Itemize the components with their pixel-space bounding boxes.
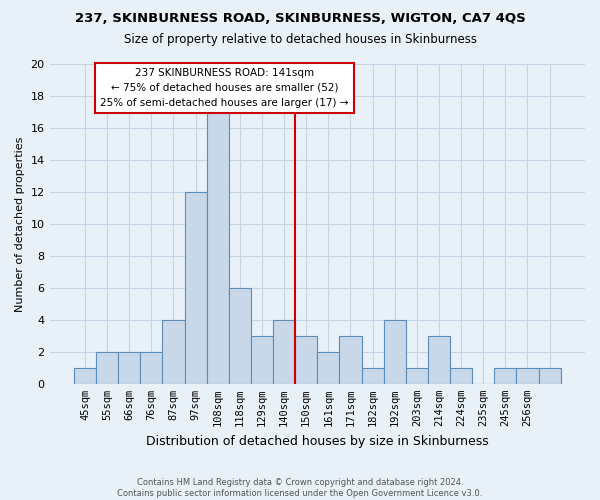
Bar — [140, 352, 163, 384]
Bar — [295, 336, 317, 384]
Bar — [273, 320, 295, 384]
Text: 237 SKINBURNESS ROAD: 141sqm
← 75% of detached houses are smaller (52)
25% of se: 237 SKINBURNESS ROAD: 141sqm ← 75% of de… — [100, 68, 349, 108]
Bar — [118, 352, 140, 384]
Bar — [428, 336, 450, 384]
Bar — [185, 192, 206, 384]
X-axis label: Distribution of detached houses by size in Skinburness: Distribution of detached houses by size … — [146, 434, 488, 448]
Text: Contains HM Land Registry data © Crown copyright and database right 2024.
Contai: Contains HM Land Registry data © Crown c… — [118, 478, 482, 498]
Y-axis label: Number of detached properties: Number of detached properties — [15, 136, 25, 312]
Text: Size of property relative to detached houses in Skinburness: Size of property relative to detached ho… — [124, 32, 476, 46]
Bar — [229, 288, 251, 384]
Bar — [163, 320, 185, 384]
Bar — [74, 368, 96, 384]
Bar — [362, 368, 383, 384]
Bar — [539, 368, 560, 384]
Bar — [251, 336, 273, 384]
Bar — [406, 368, 428, 384]
Bar — [450, 368, 472, 384]
Bar — [383, 320, 406, 384]
Bar — [206, 112, 229, 384]
Bar — [494, 368, 517, 384]
Bar — [317, 352, 340, 384]
Bar — [517, 368, 539, 384]
Bar — [96, 352, 118, 384]
Bar — [340, 336, 362, 384]
Text: 237, SKINBURNESS ROAD, SKINBURNESS, WIGTON, CA7 4QS: 237, SKINBURNESS ROAD, SKINBURNESS, WIGT… — [74, 12, 526, 26]
